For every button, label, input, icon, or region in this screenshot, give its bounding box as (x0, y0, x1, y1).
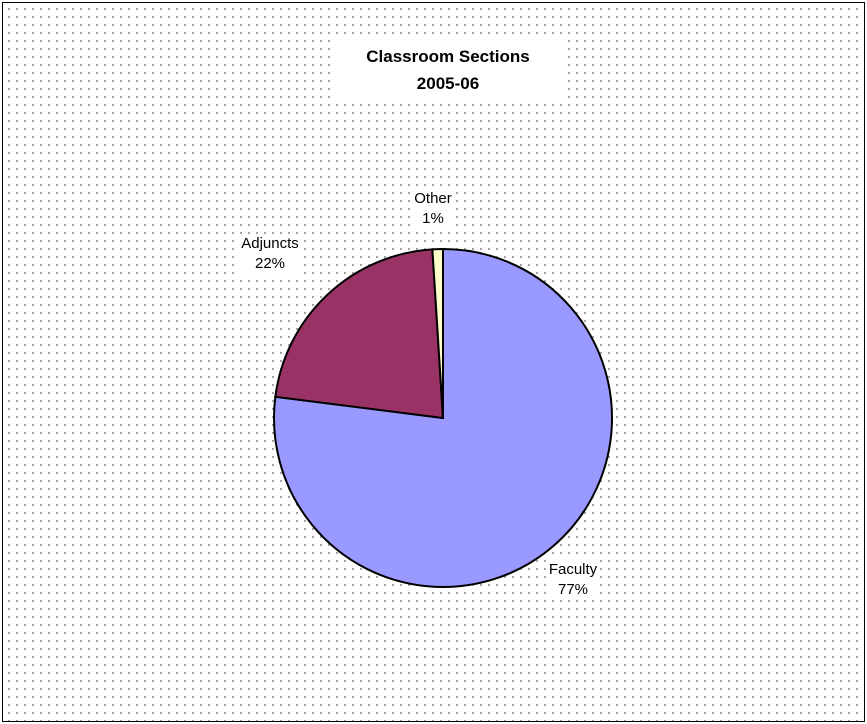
slice-name: Adjuncts (241, 235, 299, 252)
slice-percent: 77% (557, 581, 589, 598)
slice-percent: 1% (422, 210, 444, 227)
pie-slice-other (431, 247, 444, 419)
pie-slice-adjuncts (274, 248, 445, 420)
slice-name: Faculty (548, 561, 598, 578)
chart-title-box: Classroom Sections 2005-06 (333, 40, 563, 102)
slice-label-faculty: Faculty 77% (545, 560, 601, 600)
chart-subtitle: 2005-06 (416, 74, 480, 93)
pie-slice-faculty (273, 247, 613, 588)
slice-percent: 22% (254, 255, 286, 272)
slice-name: Other (414, 190, 452, 207)
slice-label-adjuncts: Adjuncts 22% (238, 234, 302, 274)
slice-label-other: Other 1% (411, 189, 455, 229)
chart-title: Classroom Sections (366, 47, 530, 66)
